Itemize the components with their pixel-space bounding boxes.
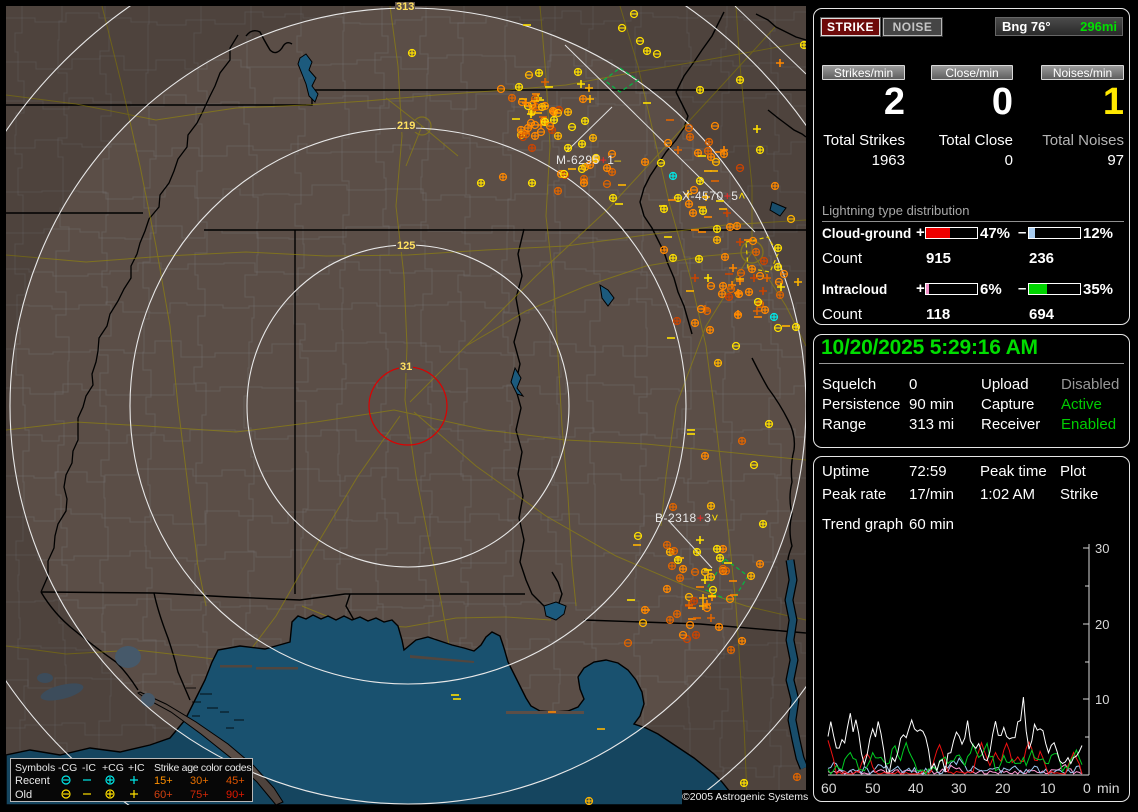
svg-text:40: 40	[908, 780, 924, 796]
svg-text:10: 10	[1040, 780, 1056, 796]
svg-text:50: 50	[865, 780, 881, 796]
svg-text:60: 60	[821, 780, 837, 796]
svg-text:20: 20	[1095, 617, 1109, 632]
svg-text:30: 30	[951, 780, 967, 796]
svg-text:min: min	[1097, 780, 1120, 796]
svg-text:20: 20	[995, 780, 1011, 796]
svg-text:0: 0	[1083, 780, 1091, 796]
svg-text:10: 10	[1095, 692, 1109, 707]
svg-text:30: 30	[1095, 541, 1109, 556]
